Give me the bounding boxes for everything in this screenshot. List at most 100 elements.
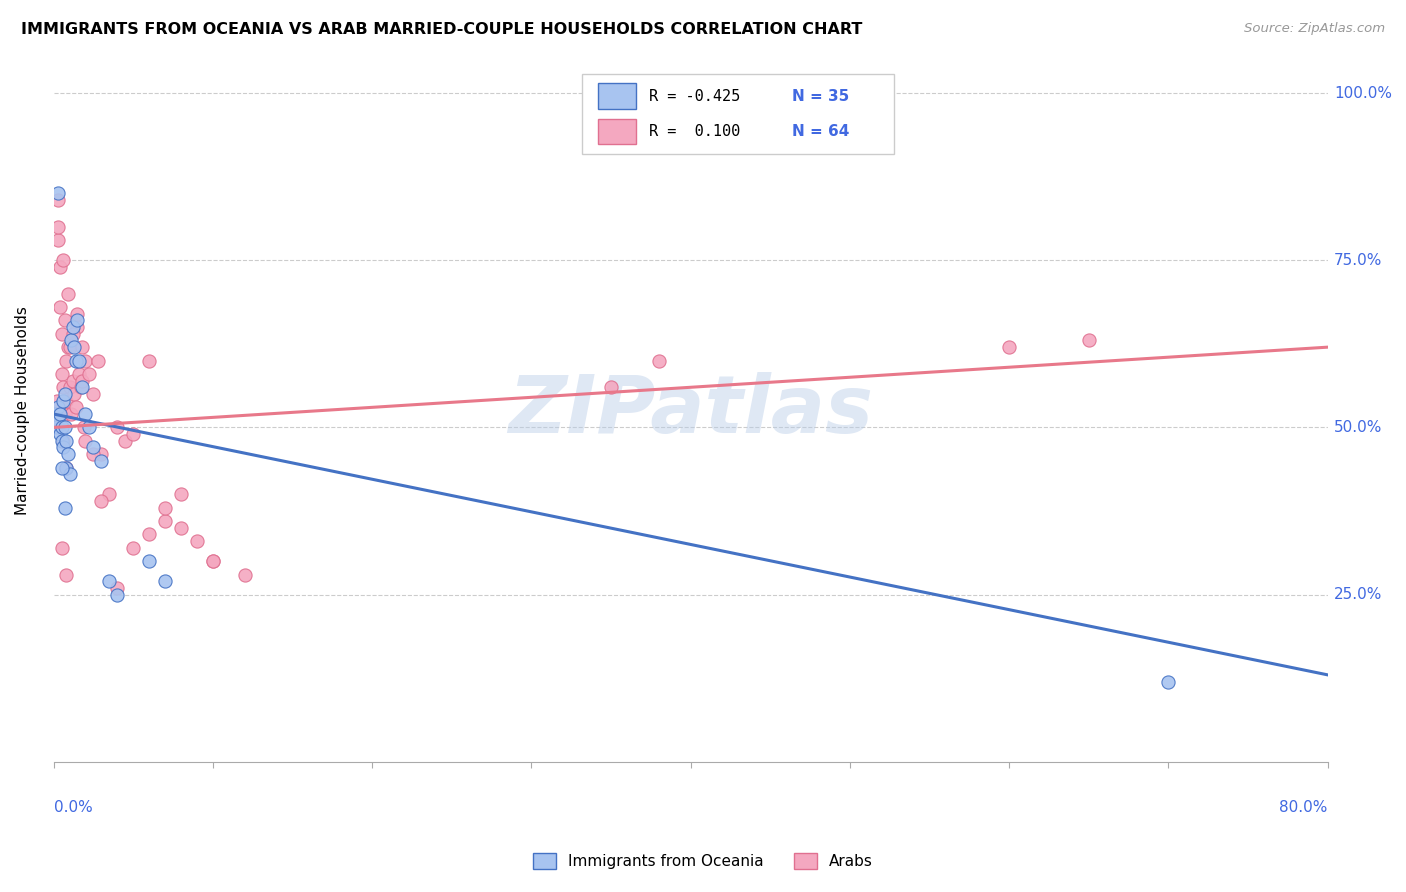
Text: 50.0%: 50.0% xyxy=(1334,420,1382,435)
Point xyxy=(53,500,76,515)
Point xyxy=(48,401,70,415)
Point xyxy=(56,340,79,354)
Point xyxy=(51,420,73,434)
Point xyxy=(201,554,224,568)
Point xyxy=(53,420,76,434)
Text: 0.0%: 0.0% xyxy=(53,800,93,815)
Point xyxy=(138,527,160,541)
Point xyxy=(105,581,128,595)
Text: 25.0%: 25.0% xyxy=(1334,587,1382,602)
Point xyxy=(55,460,77,475)
Point xyxy=(90,447,112,461)
Point xyxy=(98,574,121,589)
Point xyxy=(75,434,97,448)
Point xyxy=(48,414,70,428)
Point xyxy=(82,447,104,461)
Point xyxy=(55,393,77,408)
Point xyxy=(90,494,112,508)
Point xyxy=(82,387,104,401)
Point xyxy=(105,588,128,602)
Point xyxy=(73,420,96,434)
Point xyxy=(48,233,70,247)
FancyBboxPatch shape xyxy=(598,119,636,144)
Text: R = -0.425: R = -0.425 xyxy=(648,88,740,103)
Point xyxy=(170,487,193,501)
Point xyxy=(63,340,86,354)
Point xyxy=(44,407,66,421)
Point xyxy=(82,441,104,455)
Point xyxy=(201,554,224,568)
Point xyxy=(51,326,73,341)
Point xyxy=(48,219,70,234)
Point xyxy=(51,460,73,475)
Point xyxy=(49,260,72,274)
FancyBboxPatch shape xyxy=(582,74,894,154)
Point xyxy=(53,387,76,401)
Point xyxy=(49,300,72,314)
Legend: Immigrants from Oceania, Arabs: Immigrants from Oceania, Arabs xyxy=(527,847,879,875)
Point xyxy=(72,374,94,388)
Point xyxy=(62,374,84,388)
Text: R =  0.100: R = 0.100 xyxy=(648,124,740,139)
Point xyxy=(77,420,100,434)
Text: Source: ZipAtlas.com: Source: ZipAtlas.com xyxy=(1244,22,1385,36)
Point xyxy=(138,353,160,368)
Point xyxy=(105,420,128,434)
Point xyxy=(170,521,193,535)
Point xyxy=(53,313,76,327)
Point xyxy=(51,367,73,381)
Point xyxy=(56,286,79,301)
Point xyxy=(66,313,89,327)
Point xyxy=(998,340,1021,354)
Point xyxy=(58,340,80,354)
Point xyxy=(60,334,83,348)
Point xyxy=(56,447,79,461)
Point xyxy=(45,420,67,434)
Point xyxy=(67,353,90,368)
Point xyxy=(53,407,76,421)
Point xyxy=(75,407,97,421)
Point xyxy=(49,427,72,442)
Point xyxy=(1077,334,1099,348)
Point xyxy=(65,353,87,368)
Point xyxy=(51,434,73,448)
Point xyxy=(60,407,83,421)
Point xyxy=(48,193,70,207)
Y-axis label: Married-couple Households: Married-couple Households xyxy=(15,306,30,515)
Text: 75.0%: 75.0% xyxy=(1334,252,1382,268)
Point xyxy=(600,380,623,394)
Point xyxy=(55,460,77,475)
Point xyxy=(52,253,75,268)
Point xyxy=(45,393,67,408)
Point xyxy=(62,320,84,334)
Point xyxy=(1157,674,1180,689)
Point xyxy=(72,380,94,394)
Point xyxy=(98,487,121,501)
Point xyxy=(67,367,90,381)
Point xyxy=(138,554,160,568)
Point xyxy=(55,567,77,582)
Point xyxy=(63,387,86,401)
Point xyxy=(55,353,77,368)
Point xyxy=(648,353,671,368)
Point xyxy=(114,434,136,448)
Point xyxy=(69,380,91,394)
Point xyxy=(72,340,94,354)
Text: ZIPatlas: ZIPatlas xyxy=(508,372,873,450)
Text: N = 35: N = 35 xyxy=(793,88,849,103)
Point xyxy=(52,380,75,394)
Point xyxy=(45,420,67,434)
Point xyxy=(48,186,70,201)
Point xyxy=(77,367,100,381)
Point xyxy=(233,567,256,582)
FancyBboxPatch shape xyxy=(598,84,636,109)
Point xyxy=(58,467,80,482)
Point xyxy=(122,541,145,555)
Text: 100.0%: 100.0% xyxy=(1334,86,1392,101)
Point xyxy=(62,326,84,341)
Point xyxy=(51,541,73,555)
Point xyxy=(87,353,110,368)
Point xyxy=(153,500,176,515)
Point xyxy=(52,434,75,448)
Point xyxy=(153,514,176,528)
